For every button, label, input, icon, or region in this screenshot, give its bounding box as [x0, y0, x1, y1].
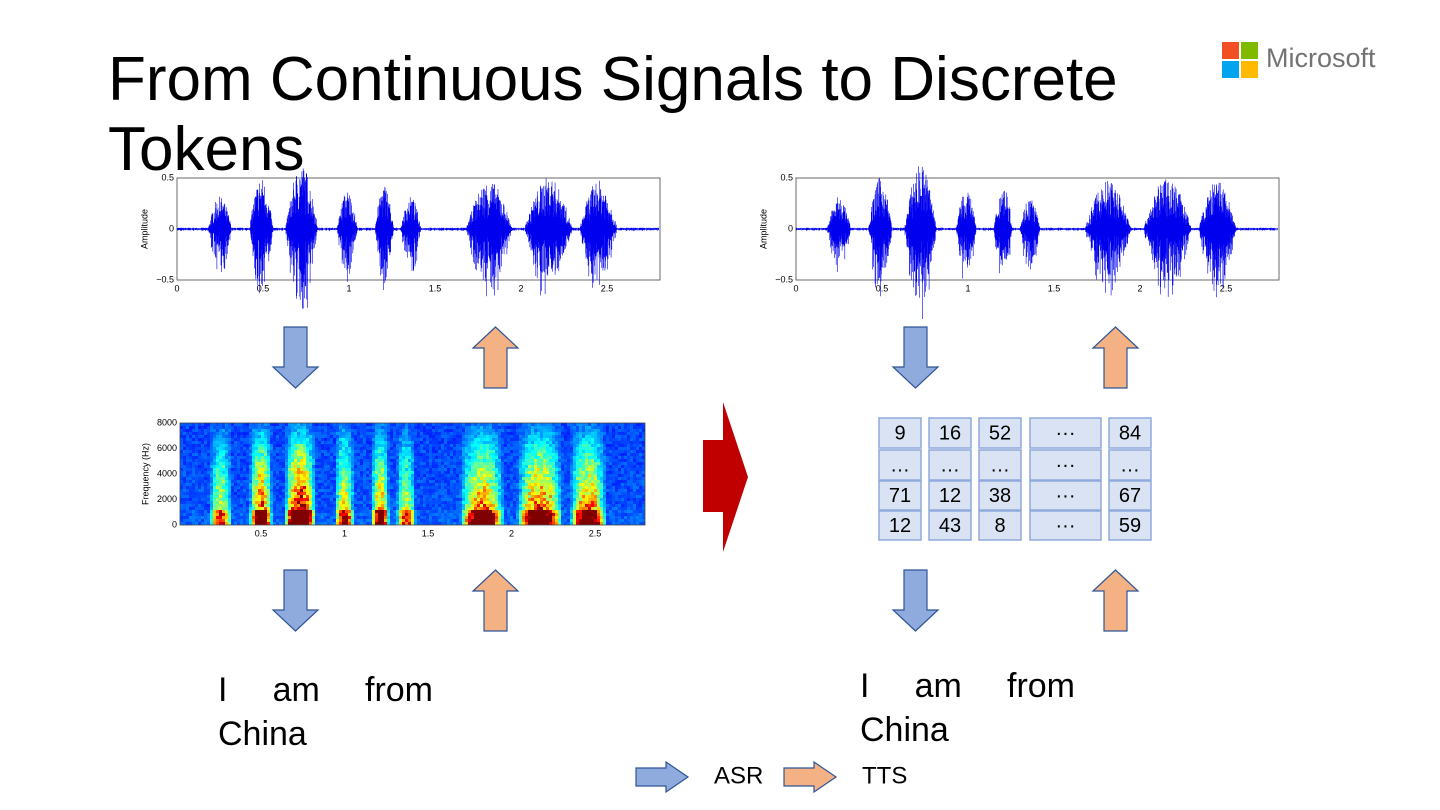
slide-title: From Continuous Signals to Discrete Toke…	[108, 45, 1118, 176]
left-sentence: I am from China	[218, 671, 433, 753]
logo-text: Microsoft	[1266, 43, 1376, 73]
big-arrow	[703, 402, 748, 552]
logo-mark	[1222, 42, 1258, 78]
right-sentence: I am from China	[860, 667, 1075, 749]
